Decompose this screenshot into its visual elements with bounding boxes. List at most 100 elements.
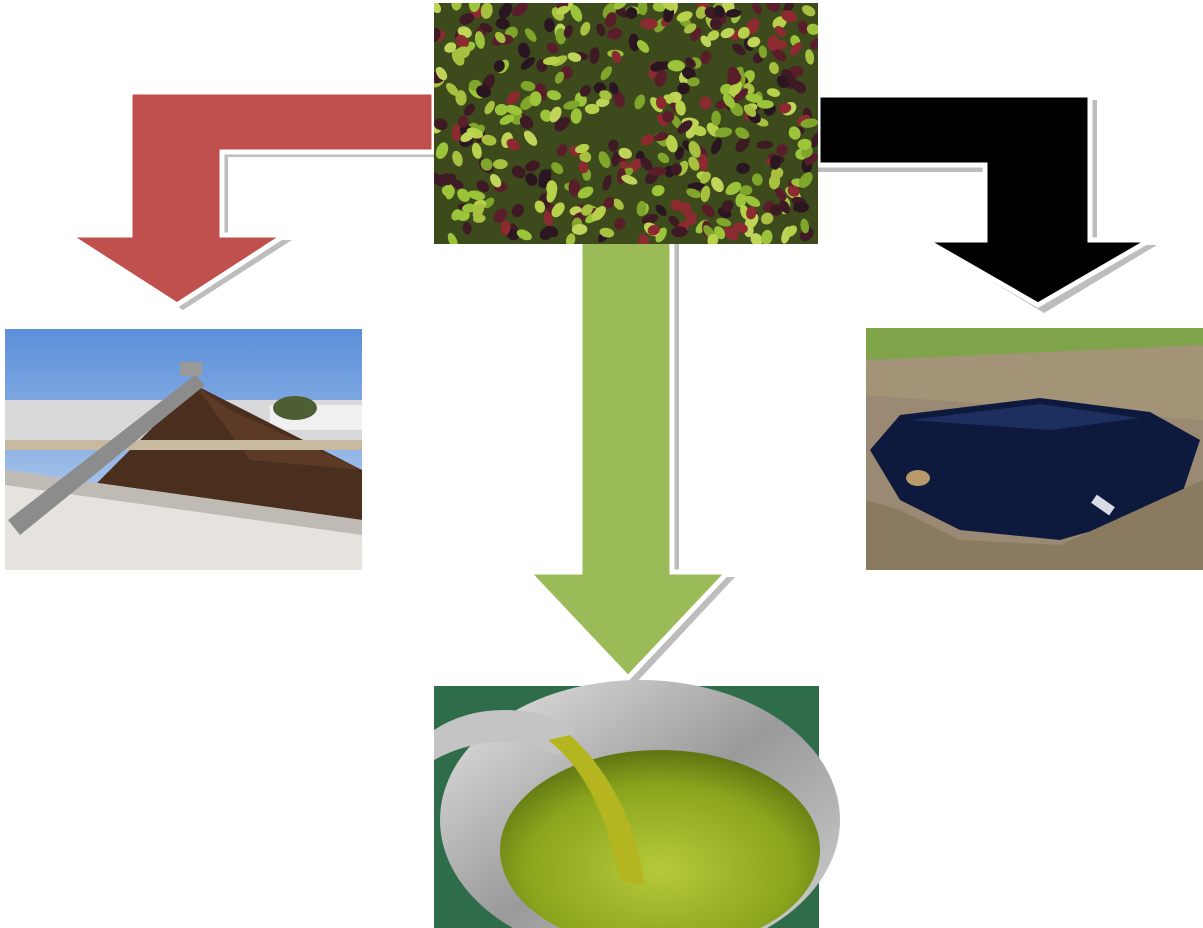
olive	[492, 159, 508, 170]
olive	[660, 3, 675, 11]
olive	[692, 125, 707, 137]
olive	[598, 151, 611, 169]
olive	[778, 103, 792, 114]
olive	[625, 7, 638, 19]
olive	[746, 206, 757, 220]
olive	[523, 130, 538, 146]
olive	[516, 229, 532, 241]
olive	[699, 96, 712, 110]
olive	[571, 223, 588, 235]
olive	[554, 71, 565, 84]
olive	[495, 18, 510, 30]
olive	[447, 232, 458, 244]
olive	[546, 180, 558, 197]
olive	[663, 94, 675, 105]
olive	[701, 204, 715, 218]
olive	[797, 138, 812, 150]
olive	[647, 224, 660, 236]
olive	[628, 33, 640, 52]
olive	[640, 157, 653, 171]
olive	[636, 200, 647, 217]
olive	[686, 188, 701, 199]
olive	[766, 88, 781, 97]
olive	[460, 131, 475, 143]
olive	[525, 160, 540, 172]
olive	[483, 197, 495, 209]
olive	[599, 227, 615, 238]
olive	[446, 82, 459, 96]
olive	[498, 3, 513, 19]
olive	[732, 43, 746, 56]
olive	[695, 6, 708, 19]
olive	[810, 132, 818, 148]
olive	[462, 221, 472, 235]
olive	[480, 3, 493, 19]
olive	[529, 91, 542, 107]
olive	[602, 175, 612, 191]
olive	[455, 46, 471, 59]
olive	[451, 124, 461, 142]
olive	[781, 10, 797, 23]
olive	[524, 28, 537, 42]
olive	[546, 42, 559, 54]
olive	[747, 36, 761, 48]
olive	[546, 226, 559, 237]
olive	[540, 109, 553, 122]
olives-photo	[434, 3, 818, 244]
olive	[556, 144, 568, 157]
olive	[668, 215, 680, 227]
olive	[798, 172, 813, 188]
olive	[613, 198, 624, 211]
pond-photo	[866, 328, 1203, 570]
olive	[726, 72, 742, 85]
olive	[511, 165, 526, 179]
olive	[707, 30, 720, 41]
olive	[570, 108, 582, 124]
olive	[710, 137, 722, 155]
olive	[519, 115, 534, 130]
olive	[732, 222, 748, 234]
olive	[611, 151, 621, 167]
olive	[636, 40, 650, 53]
olive	[714, 127, 733, 138]
olive	[554, 117, 570, 132]
olive	[455, 34, 469, 49]
olive	[714, 5, 725, 18]
olive	[743, 104, 757, 117]
olive	[776, 144, 788, 156]
olive	[567, 52, 582, 62]
olive	[520, 81, 536, 92]
olive	[479, 23, 493, 33]
olive	[687, 77, 700, 87]
olive	[711, 177, 724, 193]
olive	[551, 162, 564, 175]
olive	[609, 82, 619, 95]
olive	[657, 152, 670, 164]
olive	[451, 179, 464, 190]
olive	[688, 140, 701, 158]
olive	[511, 203, 524, 218]
olive	[787, 185, 800, 197]
olive	[700, 185, 711, 203]
olive	[634, 94, 646, 110]
olive	[729, 81, 743, 96]
olive	[739, 185, 753, 196]
olive	[544, 17, 555, 33]
olive	[675, 100, 686, 116]
olive	[474, 31, 485, 49]
olive	[592, 205, 606, 221]
olive	[671, 226, 688, 238]
olive	[745, 195, 761, 207]
olive	[499, 114, 515, 125]
olive	[495, 31, 506, 44]
olive	[653, 132, 669, 142]
olive	[711, 110, 721, 126]
olive	[473, 214, 486, 223]
olive	[772, 40, 788, 50]
olive	[805, 49, 815, 65]
olive	[737, 27, 750, 39]
olive	[683, 23, 697, 34]
olive	[681, 202, 691, 216]
olive	[543, 211, 553, 226]
olive	[735, 192, 747, 208]
